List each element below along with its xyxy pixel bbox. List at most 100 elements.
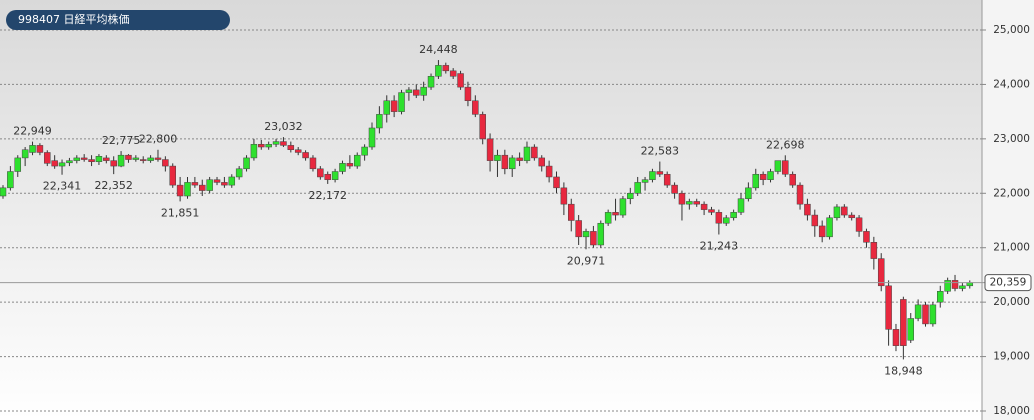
candle-body [959, 285, 966, 289]
y-tick-label: 22,000 [993, 187, 1030, 199]
candle-body [435, 65, 442, 77]
candle-body [922, 304, 929, 325]
chart-title: 998407 日経平均株価 [18, 12, 130, 26]
annotation-label: 18,948 [884, 364, 923, 377]
candle-body [221, 182, 228, 186]
candle-body [317, 168, 324, 178]
candle-body [125, 154, 132, 160]
candle-body [767, 171, 774, 180]
candle-body [184, 182, 191, 197]
candle-body [169, 165, 176, 186]
candle-body [811, 214, 819, 227]
plot-background [0, 0, 982, 420]
candle-body [58, 162, 66, 167]
candle-body [516, 157, 523, 161]
candle-body [117, 154, 125, 167]
annotation-label: 22,949 [13, 125, 52, 138]
candle-body [66, 160, 73, 164]
candle-body [265, 144, 272, 148]
candle-body [789, 173, 796, 186]
candle-body [641, 179, 649, 183]
candle-body [361, 146, 368, 156]
candle-body [368, 127, 376, 148]
last-price-label: 20,359 [990, 277, 1027, 289]
candle-body [7, 171, 14, 189]
candle-body [199, 184, 206, 191]
last-price-box [984, 274, 1032, 292]
candle-body [287, 145, 295, 150]
candle-body [700, 203, 708, 210]
candle-body [29, 145, 36, 153]
candle-body [656, 171, 664, 175]
candle-body [95, 156, 103, 162]
candle-body [627, 193, 634, 199]
candle-body [929, 304, 937, 325]
candle-body [228, 176, 236, 186]
annotation-label: 22,172 [308, 189, 347, 202]
candle-body [900, 299, 907, 346]
candle-body [568, 203, 575, 221]
candle-body [36, 145, 44, 153]
candle-body [944, 280, 951, 292]
candle-body [937, 291, 944, 303]
candle-body [885, 285, 892, 330]
candle-body [501, 154, 509, 170]
candle-body [604, 212, 612, 224]
candle-body [759, 173, 767, 180]
y-tick-label: 24,000 [993, 78, 1030, 90]
candle-body [147, 157, 154, 161]
candle-body [51, 160, 58, 167]
candle-body [449, 70, 457, 77]
candle-body [774, 160, 782, 172]
y-tick-label: 19,000 [993, 351, 1030, 363]
candle-body [597, 222, 605, 246]
candle-body [545, 165, 553, 178]
candle-body [708, 209, 715, 213]
candle-body [619, 198, 627, 216]
candle-body [191, 182, 199, 186]
candle-body [331, 171, 339, 180]
candle-body [272, 141, 280, 145]
candle-body [730, 212, 737, 219]
annotation-label: 20,971 [567, 254, 606, 267]
annotation-label: 22,341 [43, 180, 82, 193]
candle-body [486, 138, 494, 161]
candle-body [176, 184, 184, 197]
candle-body [206, 179, 213, 191]
candle-body [88, 159, 95, 162]
candle-body [80, 157, 88, 160]
candle-body [752, 173, 760, 189]
candle-body [863, 231, 870, 243]
candle-body [649, 171, 656, 180]
annotation-label: 22,800 [139, 133, 178, 146]
candle-body [892, 329, 900, 346]
candle-body [457, 73, 464, 88]
candle-body [538, 157, 545, 167]
candle-body [508, 157, 516, 170]
candle-body [309, 157, 317, 170]
candle-body [907, 318, 914, 341]
candle-body [213, 179, 221, 183]
candle-body [73, 157, 81, 161]
candle-body [442, 65, 450, 72]
title-pill [6, 10, 230, 30]
candle-body [413, 89, 420, 96]
candle-body [663, 173, 671, 186]
candle-body [302, 152, 309, 159]
candle-body [103, 157, 110, 161]
candle-body [21, 149, 29, 159]
candle-body [110, 160, 117, 167]
y-tick-label: 18,000 [993, 405, 1030, 417]
candle-body [346, 163, 354, 167]
candle-body [582, 231, 590, 238]
candle-body [376, 114, 383, 129]
candle-body [464, 86, 472, 102]
candle-body [855, 217, 863, 232]
candle-body [523, 146, 531, 161]
annotation-label: 22,775 [102, 134, 141, 147]
candle-body [671, 184, 678, 194]
candle-body [826, 217, 833, 238]
annotation-label: 23,032 [264, 120, 303, 133]
candle-body [14, 157, 22, 172]
candle-body [553, 176, 560, 189]
